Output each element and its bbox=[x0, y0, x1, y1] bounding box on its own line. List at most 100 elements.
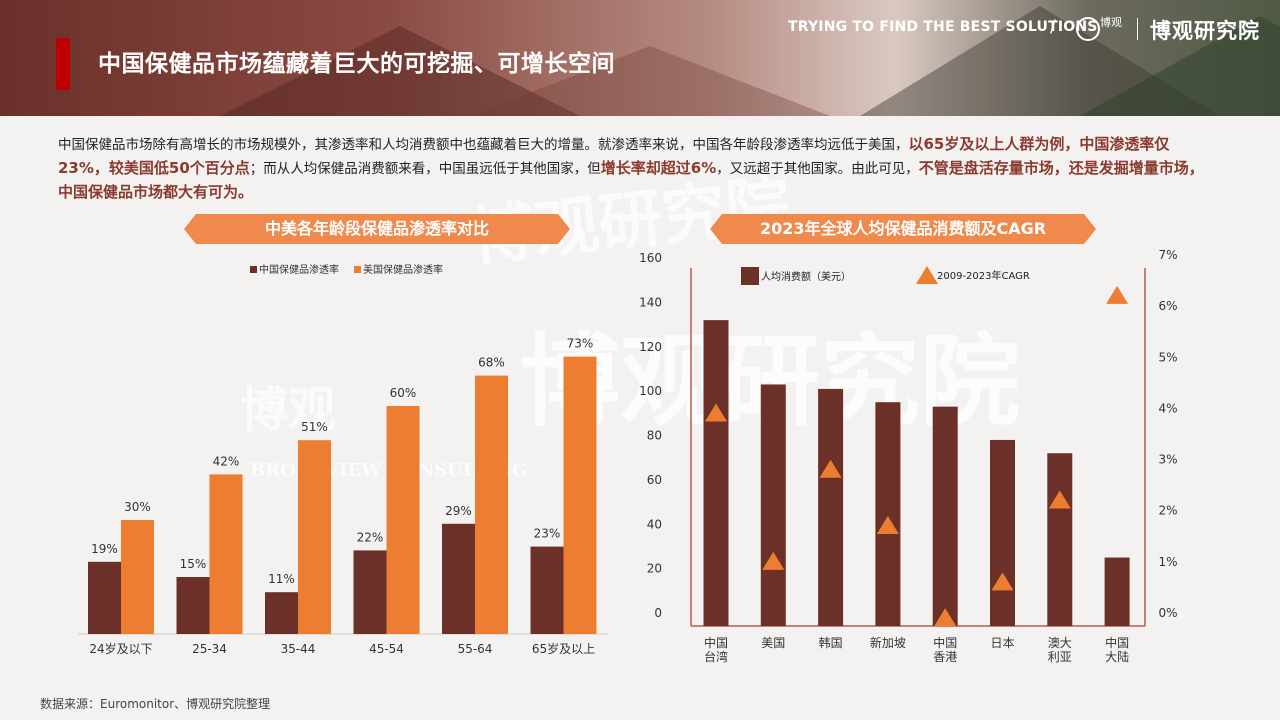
intro-text: ；而从人均保健品消费额来看，中国虽远低于其他国家，但 bbox=[249, 161, 601, 177]
bar bbox=[475, 375, 508, 634]
intro-highlight: 不管是盘活存量市场，还是发掘增量市场，中国保健品市场都大有可为。 bbox=[58, 159, 1204, 201]
cagr-marker bbox=[1048, 490, 1071, 509]
bar bbox=[442, 523, 475, 634]
category-label: 中国 bbox=[1105, 635, 1129, 650]
y-right-tick-label: 1% bbox=[1158, 555, 1177, 569]
consumption-chart: 0 20 40 60 80 100 120 140 160 0% 1% 2% 3% 4% 5% 6% 7% 人均消… bbox=[639, 248, 1177, 664]
data-label: 22% bbox=[357, 530, 384, 544]
category-label: 24岁及以下 bbox=[89, 641, 152, 656]
bar bbox=[703, 320, 729, 626]
y-right-tick-label: 3% bbox=[1158, 453, 1177, 467]
intro-highlight: 以65岁及以上人群为例，中国渗透率仅23%，较美国低50个百分点 bbox=[58, 135, 1170, 177]
y-right-tick-label: 7% bbox=[1158, 248, 1177, 262]
bar bbox=[875, 402, 901, 626]
cagr-marker bbox=[705, 403, 727, 422]
bar bbox=[176, 577, 210, 634]
bar bbox=[1104, 557, 1130, 626]
bar bbox=[760, 384, 786, 626]
cagr-marker bbox=[1106, 285, 1129, 304]
legend-label: 美国保健品渗透率 bbox=[363, 263, 443, 276]
y-left-tick-label: 100 bbox=[639, 384, 662, 398]
chart-title-penetration: 中美各年龄段保健品渗透率对比 bbox=[184, 214, 570, 244]
bar bbox=[209, 474, 243, 634]
intro-text: ，又远超于其他国家。由此可见， bbox=[716, 161, 919, 177]
mountain-decoration bbox=[1080, 16, 1280, 116]
bar bbox=[298, 440, 331, 634]
category-label: 45-54 bbox=[369, 642, 404, 656]
bar bbox=[265, 592, 298, 634]
data-label: 42% bbox=[213, 454, 240, 468]
bar bbox=[990, 439, 1015, 626]
bar bbox=[121, 520, 154, 634]
category-label: 韩国 bbox=[819, 635, 843, 650]
category-label: 55-64 bbox=[458, 642, 493, 656]
bar bbox=[530, 546, 564, 634]
data-label: 60% bbox=[390, 386, 417, 400]
mountain-decoration bbox=[470, 46, 830, 116]
category-label: 新加坡 bbox=[870, 635, 906, 650]
y-right-tick-label: 5% bbox=[1158, 350, 1177, 364]
cagr-marker bbox=[876, 516, 899, 535]
logo-mark: 博观 bbox=[1100, 16, 1122, 29]
y-left-tick-label: 0 bbox=[654, 606, 662, 620]
bar bbox=[932, 406, 958, 626]
bar bbox=[563, 356, 597, 634]
bar bbox=[88, 561, 121, 634]
y-right-tick-label: 6% bbox=[1158, 299, 1177, 313]
legend-triangle-icon bbox=[916, 266, 938, 284]
mountain-decoration bbox=[220, 26, 580, 116]
category-label: 台湾 bbox=[704, 649, 728, 664]
y-left-tick-label: 60 bbox=[647, 473, 662, 487]
legend-swatch bbox=[250, 266, 257, 273]
category-label: 大陆 bbox=[1105, 649, 1129, 664]
header-banner: 中国保健品市场蕴藏着巨大的可挖掘、可增长空间 TRYING TO FIND TH… bbox=[0, 0, 1280, 116]
logo-divider bbox=[1137, 18, 1138, 40]
legend-label: 中国保健品渗透率 bbox=[259, 263, 339, 276]
y-right-tick-label: 2% bbox=[1158, 504, 1177, 518]
category-label: 25-34 bbox=[192, 642, 227, 656]
category-label: 利亚 bbox=[1048, 650, 1072, 664]
y-left-tick-label: 20 bbox=[647, 562, 662, 576]
category-label: 中国 bbox=[933, 635, 957, 650]
category-label: 澳大 bbox=[1048, 636, 1072, 650]
data-label: 11% bbox=[268, 572, 295, 586]
data-label: 19% bbox=[91, 542, 118, 556]
category-label: 中国 bbox=[704, 635, 728, 650]
data-label: 68% bbox=[478, 356, 505, 370]
intro-text: 中国保健品市场除有高增长的市场规模外，其渗透率和人均消费额中也蕴藏着巨大的增量。… bbox=[58, 137, 909, 153]
cagr-marker bbox=[934, 608, 957, 627]
intro-paragraph: 中国保健品市场除有高增长的市场规模外，其渗透率和人均消费额中也蕴藏着巨大的增量。… bbox=[58, 133, 1218, 205]
chart-title-consumption: 2023年全球人均保健品消费额及CAGR bbox=[710, 214, 1096, 244]
data-label: 73% bbox=[567, 337, 594, 351]
y-left-tick-label: 40 bbox=[647, 517, 662, 531]
y-left-tick-label: 140 bbox=[639, 295, 662, 309]
bar bbox=[818, 388, 844, 626]
category-label: 65岁及以上 bbox=[532, 641, 595, 656]
legend-label: 人均消费额（美元） bbox=[761, 270, 851, 283]
data-label: 51% bbox=[301, 420, 328, 434]
cagr-marker bbox=[991, 572, 1014, 591]
y-left-tick-label: 80 bbox=[647, 429, 662, 443]
y-left-tick-label: 160 bbox=[639, 251, 662, 265]
category-label: 美国 bbox=[761, 636, 785, 650]
y-right-tick-label: 0% bbox=[1158, 606, 1177, 620]
bar bbox=[386, 406, 420, 634]
penetration-chart: 中国保健品渗透率 美国保健品渗透率 19% 30% 24岁及以下 15% 42% 25-34 1… bbox=[78, 263, 608, 656]
category-label: 香港 bbox=[933, 650, 957, 664]
intro-highlight: 增长率却超过6% bbox=[600, 159, 717, 177]
bar bbox=[353, 550, 387, 634]
logo-circle-icon bbox=[1076, 17, 1100, 41]
slogan: TRYING TO FIND THE BEST SOLUTIONS bbox=[788, 19, 1098, 35]
cagr-marker bbox=[762, 551, 785, 570]
legend-label: 2009-2023年CAGR bbox=[937, 269, 1030, 282]
brand-name: 博观研究院 bbox=[1150, 18, 1260, 43]
category-label: 日本 bbox=[990, 636, 1014, 650]
y-left-tick-label: 120 bbox=[639, 340, 662, 354]
data-label: 30% bbox=[124, 500, 151, 514]
y-right-tick-label: 4% bbox=[1158, 401, 1177, 415]
title-accent-bar bbox=[56, 38, 70, 90]
slogan-separator: / bbox=[1050, 17, 1056, 37]
data-label: 15% bbox=[180, 557, 207, 571]
bar bbox=[1047, 453, 1073, 626]
data-label: 29% bbox=[445, 504, 472, 518]
